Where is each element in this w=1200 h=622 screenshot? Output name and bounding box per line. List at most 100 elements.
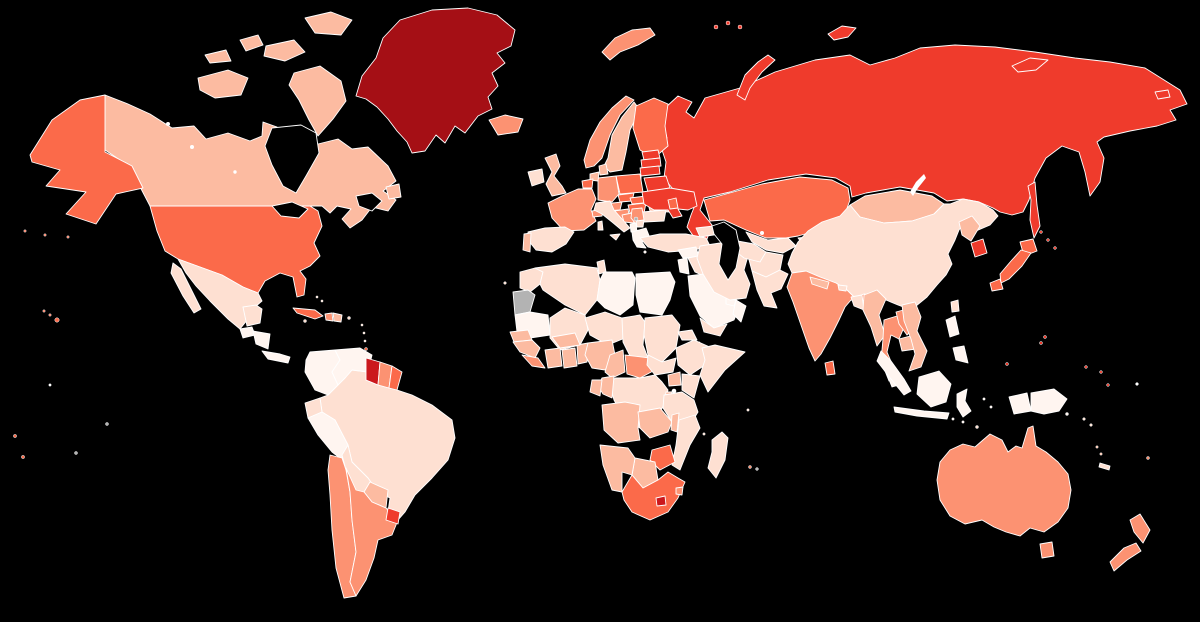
island-sumatra [876,350,912,396]
country-sri-lanka [824,360,836,376]
country-morocco [519,267,544,293]
island-svalbard [601,27,656,61]
country-taiwan [950,299,960,313]
country-cuba [292,307,324,320]
island-baffin [288,65,347,137]
island-kurils [1039,230,1043,234]
country-tuvalu-group [1084,365,1088,369]
country-solomon-islands [1082,417,1086,421]
country-south-korea [970,238,988,258]
peninsula-yucatan [242,304,263,327]
country-mozambique [671,414,701,471]
country-lesotho [655,495,667,507]
island-sicily [609,233,621,241]
country-madagascar [707,431,729,479]
country-ireland [527,168,545,187]
country-costarica-panama [261,350,291,364]
lake-winnipeg [233,170,237,174]
lake-victoria [671,388,677,394]
country-nepal [809,276,830,290]
island-comoros [702,432,706,436]
lake-aral [760,231,764,235]
country-bangladesh [850,294,865,311]
island-sakhalin [1027,181,1041,239]
country-france [547,188,597,232]
country-latvia [640,157,662,169]
country-oman [732,299,747,323]
country-kiribati [1039,341,1043,345]
island-crete [643,250,647,254]
country-norway [583,95,635,169]
country-namibia [599,444,636,493]
country-malawi [670,412,680,433]
island-lesser-antilles [360,323,364,327]
country-ghana [561,347,578,369]
country-samoa [13,434,17,438]
country-new-zealand-north [1129,513,1151,544]
country-portugal [522,232,532,253]
island-new-caledonia [1098,462,1111,471]
island-newfoundland [385,183,402,200]
territory-french-guiana [388,365,403,391]
country-yemen [699,317,728,337]
island-new-siberian [1011,57,1049,73]
island-lesser-sunda [951,417,955,421]
country-venezuela [331,347,373,386]
island-seychelles [746,408,750,412]
country-uruguay [385,507,401,525]
island-hawaii [54,317,60,323]
lake-great-slave [190,145,194,149]
country-canada [104,94,397,229]
water-gulf-st-lawrence [355,192,383,212]
country-north-macedonia [635,219,645,228]
country-south-sudan [646,354,677,376]
country-zimbabwe [649,444,676,471]
country-bulgaria [641,209,667,223]
country-chad [621,314,649,361]
island-aleutians [66,235,70,239]
island-aleutians [43,233,47,237]
country-kenya [681,373,701,399]
country-lithuania [639,165,661,177]
country-vietnam [901,301,928,372]
island-canary [503,281,507,285]
island-west-papua [1008,392,1032,415]
country-sierra-leone-liberia [521,354,546,369]
country-myanmar [862,289,887,347]
lake-baikal [910,174,926,196]
country-libya [596,271,636,316]
country-denmark [598,163,609,176]
country-tonga [21,455,25,459]
country-fiji [1146,456,1150,460]
island-wrangel [1154,89,1171,100]
island-hawaii [42,309,46,313]
country-eritrea [677,329,698,341]
country-tuvalu-group [1099,370,1103,374]
country-usa-alaska [29,94,144,225]
country-sweden [603,101,641,173]
country-papua-new-guinea [1030,388,1068,415]
country-guatemala [239,326,256,339]
country-uganda [667,371,682,387]
country-timor-leste [975,425,979,429]
territory-french-polynesia [105,422,109,426]
country-new-zealand-south [1109,542,1142,572]
country-vanuatu [1095,445,1099,449]
country-gabon [589,379,603,397]
country-north-korea [958,215,981,242]
country-finland [632,97,669,159]
island-hawaii [48,313,52,317]
island-arctic-small [239,34,264,52]
island-lesser-sunda [961,420,965,424]
country-solomon-islands [1089,423,1093,427]
island-ellesmere [304,11,353,36]
island-reunion [755,467,759,471]
country-eswatini [675,486,684,496]
island-cook [48,383,52,387]
island-franz-josef [725,20,731,26]
island-maluku [989,405,993,409]
island-severnaya-zemlya [827,25,857,41]
country-bhutan [837,284,848,292]
country-uzbekistan [745,231,797,254]
